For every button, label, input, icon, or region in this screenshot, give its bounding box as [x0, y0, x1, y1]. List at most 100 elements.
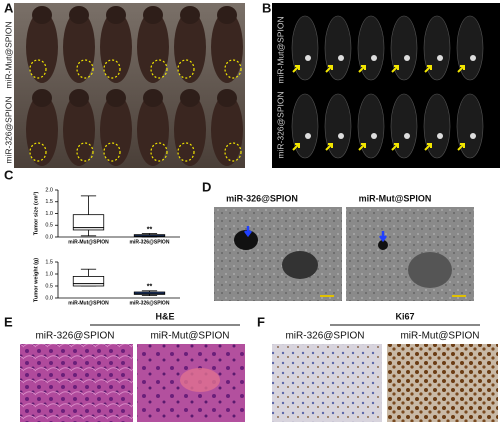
panel-letter: C	[4, 167, 14, 182]
mouse-head	[106, 6, 126, 24]
mouse-head	[217, 6, 237, 24]
particle	[234, 230, 258, 250]
y-tick-label: 2.0	[45, 187, 53, 193]
panel-f: F Ki67 miR-326@SPION miR-Mut@SPION	[257, 311, 498, 422]
mouse	[137, 94, 169, 166]
bright-spot	[305, 55, 311, 61]
bright-spot	[338, 133, 344, 139]
image-label: miR-326@SPION	[226, 193, 298, 203]
panel-b: B miR-Mut@SPION miR-326@SPION	[262, 0, 500, 168]
arrow	[457, 143, 465, 151]
mouse-head	[69, 6, 89, 24]
arrow	[358, 65, 366, 73]
arrow	[391, 65, 399, 73]
row-label: miR-326@SPION	[275, 91, 285, 158]
mouse-head	[217, 89, 237, 107]
mouse-head	[180, 6, 200, 24]
y-axis-label: Tumor size (cm³)	[32, 192, 39, 236]
mri-slice	[357, 93, 385, 159]
mouse	[26, 94, 58, 166]
mouse	[100, 11, 132, 83]
mri-slice	[456, 93, 484, 159]
tumor-outline	[29, 59, 47, 79]
row-label: miR-326@SPION	[3, 96, 13, 163]
mouse-head	[69, 89, 89, 107]
mouse	[211, 11, 243, 83]
tumor-outline	[150, 142, 168, 162]
panel-e: E H&E miR-326@SPION miR-Mut@SPION	[4, 311, 245, 422]
y-axis-label: Tumor weight (g)	[33, 258, 39, 302]
y-tick-label: 1.5	[45, 259, 53, 265]
ihc-image	[387, 344, 498, 422]
arrow	[325, 143, 333, 151]
em-image	[346, 207, 474, 301]
mouse	[211, 94, 243, 166]
mouse-head	[106, 89, 126, 107]
particle	[378, 240, 388, 250]
bright-spot	[437, 133, 443, 139]
x-tick-label: miR-Mut@SPION	[68, 300, 109, 306]
box	[72, 275, 105, 287]
arrow	[424, 143, 432, 151]
mouse	[174, 94, 206, 166]
nucleus	[408, 252, 452, 288]
tumor-outline	[177, 59, 195, 79]
significance: **	[147, 284, 153, 291]
mouse-head	[143, 6, 163, 24]
panel-letter: E	[4, 314, 13, 329]
tumor-outline	[76, 59, 94, 79]
mri-slice	[390, 15, 418, 81]
arrow	[292, 65, 300, 73]
mri-slice	[456, 15, 484, 81]
bright-spot	[404, 55, 410, 61]
arrow	[379, 231, 387, 243]
mouse-head	[143, 89, 163, 107]
mouse	[100, 94, 132, 166]
mri-slice	[324, 15, 352, 81]
bright-spot	[470, 55, 476, 61]
hemorrhage	[180, 368, 220, 392]
y-tick-label: 1.0	[45, 211, 53, 217]
bright-spot	[470, 133, 476, 139]
row-label: miR-Mut@SPION	[275, 16, 285, 83]
bright-spot	[371, 55, 377, 61]
mouse	[26, 11, 58, 83]
histology-image	[20, 344, 133, 422]
y-tick-label: 1.5	[45, 199, 53, 205]
y-tick-label: 0.0	[45, 234, 53, 240]
tumor-outline	[103, 142, 121, 162]
nucleus	[282, 251, 318, 279]
x-tick-label: miR-326@SPION	[130, 239, 170, 245]
mouse	[63, 11, 95, 83]
panel-letter: B	[262, 0, 271, 15]
scale-bar	[452, 295, 466, 297]
mri-slice	[390, 93, 418, 159]
image-label: miR-Mut@SPION	[150, 331, 229, 342]
mri-slice	[324, 93, 352, 159]
mouse-head	[32, 89, 52, 107]
y-tick-label: 0.0	[45, 295, 53, 301]
arrow	[424, 65, 432, 73]
box	[72, 214, 105, 231]
arrow	[325, 65, 333, 73]
mouse	[137, 11, 169, 83]
stain-title: Ki67	[395, 311, 414, 321]
mri-slice	[357, 15, 385, 81]
panel-letter: A	[4, 0, 14, 15]
bright-spot	[305, 133, 311, 139]
mouse	[63, 94, 95, 166]
mri-slice	[291, 93, 319, 159]
ihc-image	[272, 344, 382, 422]
panel-letter: F	[257, 314, 265, 329]
arrow	[391, 143, 399, 151]
x-tick-label: miR-326@SPION	[130, 300, 170, 306]
mri-slice	[423, 93, 451, 159]
panel-a: A miR-Mut@SPION miR-326@SPION	[3, 0, 245, 168]
x-tick-label: miR-Mut@SPION	[68, 239, 109, 245]
bright-spot	[404, 133, 410, 139]
image-label: miR-326@SPION	[285, 331, 364, 342]
row-label: miR-Mut@SPION	[3, 21, 13, 88]
panel-letter: D	[202, 179, 211, 194]
mri-slice	[291, 15, 319, 81]
